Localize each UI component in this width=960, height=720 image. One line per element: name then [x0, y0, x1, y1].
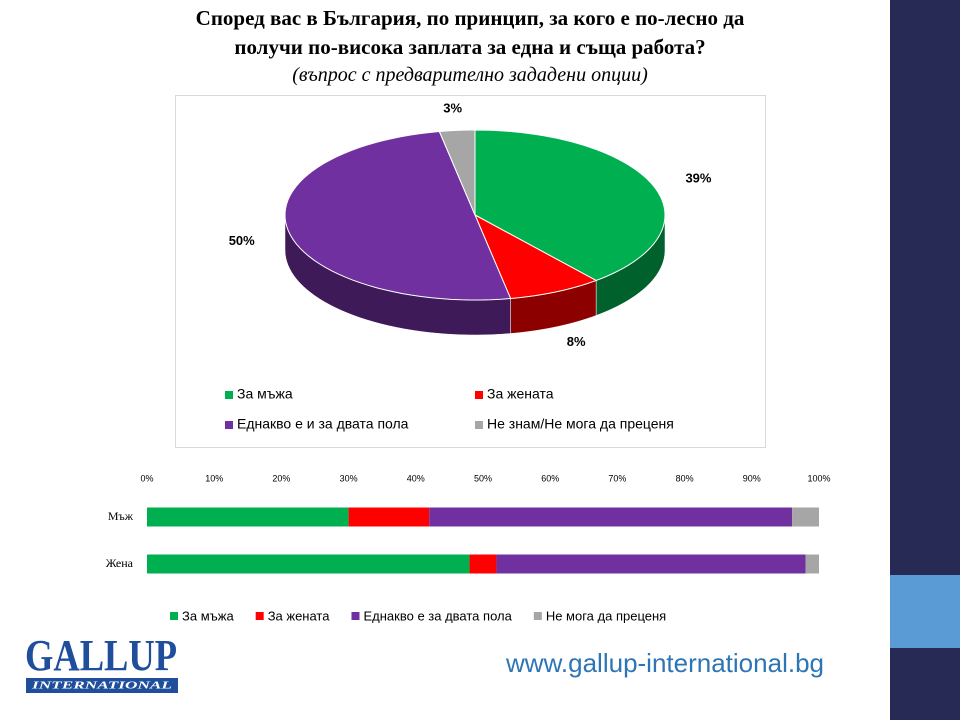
x-tick-label: 30% [340, 473, 358, 483]
x-tick-label: 60% [541, 473, 559, 483]
x-tick-label: 80% [676, 473, 694, 483]
bar-segment [792, 507, 819, 527]
data-label: 3% [443, 101, 462, 116]
data-label: 8% [567, 334, 586, 349]
legend-label: Еднакво е за двата пола [363, 608, 512, 623]
legend-label: Не мога да преценя [546, 608, 666, 623]
bar-segment [348, 507, 430, 527]
legend-swatch [225, 391, 233, 399]
side-accent [890, 575, 960, 648]
x-tick-label: 20% [272, 473, 290, 483]
logo-bar [26, 678, 178, 693]
x-tick-label: 70% [608, 473, 626, 483]
subtitle: (въпрос с предварително зададени опции) [292, 64, 648, 86]
legend-swatch [475, 421, 483, 429]
y-tick-label: Жена [106, 556, 134, 570]
bar-segment [469, 554, 497, 574]
x-tick-label: 10% [205, 473, 223, 483]
legend-swatch [533, 612, 542, 620]
legend-label: За мъжа [237, 386, 293, 402]
data-label: 39% [685, 170, 711, 185]
legend-label: За мъжа [182, 608, 234, 623]
x-tick-label: 100% [807, 473, 830, 483]
legend-label: Еднакво е и за двата пола [237, 416, 409, 432]
bar-segment [429, 507, 793, 527]
bar-segment [147, 554, 470, 574]
bar-segment [147, 507, 349, 527]
x-tick-label: 90% [743, 473, 761, 483]
legend-swatch [170, 612, 178, 620]
title: Според вас в България, по принцип, за ко… [195, 6, 745, 59]
legend-label: Не знам/Не мога да преценя [487, 416, 674, 432]
logo-sub: INTERNATIONAL [30, 680, 172, 692]
x-tick-label: 0% [140, 473, 153, 483]
logo-main: GALLUP [25, 631, 177, 680]
x-tick-label: 40% [407, 473, 425, 483]
legend-swatch [225, 421, 233, 429]
bar-segment [805, 554, 819, 574]
legend-label: За жената [268, 608, 331, 623]
data-label: 50% [229, 233, 255, 248]
legend-swatch [255, 612, 264, 620]
header: Според вас в България, по принцип, за ко… [130, 4, 810, 88]
pie-slice [474, 129, 666, 282]
url: www.gallup-international.bg [505, 648, 824, 678]
legend-swatch [475, 391, 483, 399]
x-tick-label: 50% [474, 473, 492, 483]
pie-slice [473, 213, 598, 300]
bar-segment [496, 554, 806, 574]
legend-label: За жената [487, 386, 554, 402]
pie-slice [438, 129, 476, 216]
legend-swatch [351, 612, 360, 620]
y-tick-label: Мъж [108, 509, 134, 523]
pie-slice [284, 130, 512, 301]
